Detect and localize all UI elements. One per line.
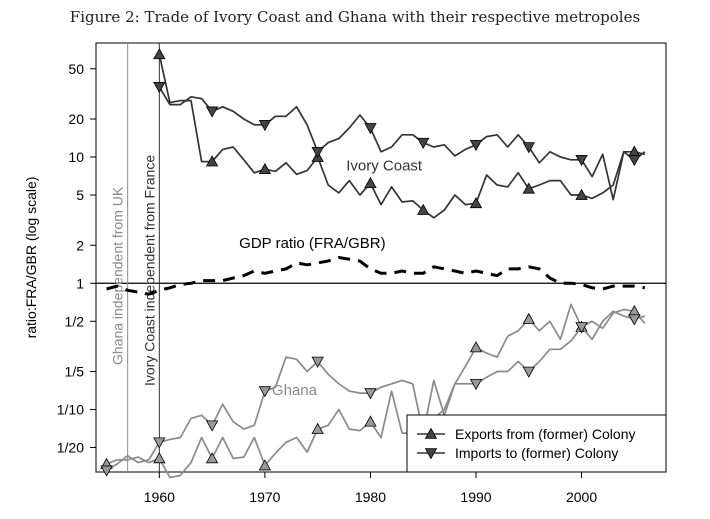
data-point (205, 106, 219, 118)
data-point (205, 452, 219, 464)
y-tick-label: 5 (76, 187, 84, 203)
x-tick-label: 1990 (460, 489, 491, 505)
data-point (205, 420, 219, 432)
data-point (311, 146, 324, 159)
data-point (417, 203, 430, 215)
series-line-ivory_exports (158, 54, 646, 219)
y-tick-label: 1/2 (65, 313, 85, 329)
series-line-ghana_exports (106, 303, 646, 479)
y-tick-label: 20 (68, 111, 84, 127)
y-axis-label: ratio:FRA/GBR (log scale) (23, 177, 39, 339)
data-point (153, 48, 166, 60)
data-point (258, 459, 272, 471)
series-line-gdp_ratio (106, 256, 646, 296)
data-point (575, 155, 588, 167)
y-tick-label: 1/20 (57, 440, 84, 456)
data-point (522, 366, 535, 378)
data-point (575, 188, 588, 200)
series-line-ivory_imports (158, 86, 646, 201)
y-tick-label: 50 (68, 61, 84, 77)
data-point (628, 314, 641, 326)
data-point (153, 452, 166, 464)
y-tick-label: 2 (76, 237, 84, 253)
series-annotation: Ivory Coast (346, 158, 423, 175)
data-point (469, 139, 483, 152)
data-point (205, 155, 219, 167)
series-layer (100, 48, 646, 479)
data-point (628, 155, 641, 167)
data-point (311, 356, 324, 368)
data-point (311, 422, 324, 434)
series-annotation: GDP ratio (FRA/GBR) (239, 235, 385, 252)
data-point (258, 386, 272, 398)
data-point (153, 81, 166, 94)
data-point (417, 137, 430, 149)
y-tick-label: 10 (68, 149, 84, 165)
data-point (364, 388, 377, 400)
legend-label: Imports to (former) Colony (455, 445, 618, 461)
series-line-ghana_imports (106, 310, 646, 472)
data-point (469, 378, 483, 391)
legend: Exports from (former) Colony Imports to (… (406, 414, 667, 473)
data-point (469, 196, 483, 209)
chart-title: Figure 2: Trade of Ivory Coast and Ghana… (69, 8, 641, 26)
data-point (364, 415, 377, 427)
x-tick-label: 2000 (566, 489, 597, 505)
data-point (258, 162, 272, 175)
annotations: Ivory Coast GDP ratio (FRA/GBR) Ghana (239, 158, 423, 399)
data-point (364, 176, 377, 189)
data-point (522, 142, 535, 154)
data-point (153, 437, 166, 449)
data-point (424, 448, 438, 460)
data-point (522, 312, 535, 324)
event-label: Ghana independent from UK (110, 186, 126, 365)
series-annotation: Ghana (272, 382, 318, 399)
event-lines: Ghana independent from UK Ivory Coast ind… (110, 43, 160, 472)
event-label: Ivory Coast independent from France (141, 155, 157, 386)
legend-box (406, 414, 667, 473)
legend-label: Exports from (former) Colony (455, 426, 635, 442)
data-point (522, 182, 535, 194)
data-point (424, 427, 438, 439)
x-tick-label: 1970 (249, 489, 280, 505)
y-tick-label: 1/5 (65, 364, 85, 380)
x-tick-label: 1960 (144, 489, 175, 505)
data-point (100, 465, 113, 477)
x-tick-label: 1980 (355, 489, 386, 505)
data-point (364, 123, 377, 135)
data-point (575, 322, 588, 334)
data-point (258, 119, 272, 132)
y-tick-label: 1 (76, 275, 84, 291)
data-point (469, 341, 483, 353)
y-tick-label: 1/10 (57, 402, 84, 418)
plot-frame (95, 42, 667, 473)
